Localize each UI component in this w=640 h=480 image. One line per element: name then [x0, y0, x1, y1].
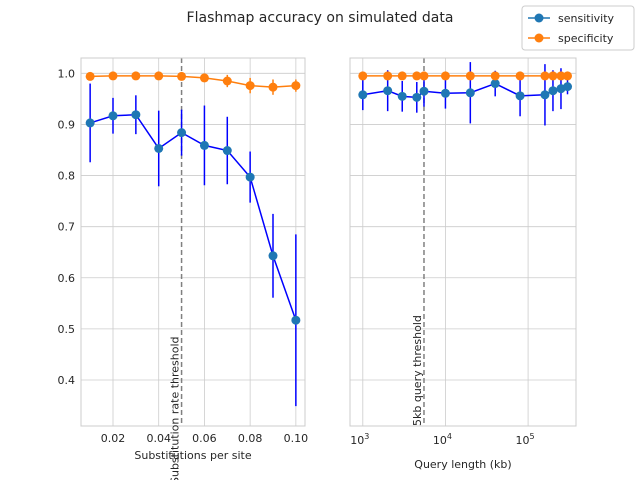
data-point-sensitivity — [358, 90, 368, 100]
legend-label-specificity: specificity — [558, 32, 614, 45]
y-tick-label: 1.0 — [58, 67, 76, 80]
data-point-sensitivity — [563, 82, 573, 92]
series-line-sensitivity — [362, 82, 568, 99]
x-tick-base: 10 — [516, 434, 530, 447]
data-point-specificity — [199, 73, 209, 83]
legend: sensitivity specificity — [521, 5, 635, 51]
data-point-specificity — [563, 71, 573, 81]
y-tick-label: 0.7 — [58, 221, 76, 234]
data-point-specificity — [383, 71, 393, 81]
data-point-specificity — [412, 71, 422, 81]
x-tick-label: 0.04 — [146, 432, 171, 445]
data-point-sensitivity — [199, 140, 209, 150]
data-point-specificity — [108, 71, 118, 81]
series-line-sensitivity — [89, 113, 297, 321]
data-point-sensitivity — [268, 251, 278, 261]
series-line-specificity — [90, 75, 296, 88]
left-panel: 0.4 0.5 0.6 0.7 0.8 0.9 1.0 0.02 0.04 0.06 0.08 0.1… — [58, 57, 309, 480]
threshold-label: 5kb query threshold — [411, 315, 424, 426]
data-point-specificity — [177, 71, 187, 81]
data-point-specificity — [291, 81, 301, 91]
data-point-specificity — [222, 76, 232, 86]
data-point-sensitivity — [291, 315, 301, 325]
x-tick-label: 0.10 — [284, 432, 309, 445]
data-point-specificity — [358, 71, 368, 81]
data-point-specificity — [490, 71, 500, 81]
data-point-sensitivity — [245, 172, 255, 182]
x-tick-base: 10 — [350, 434, 364, 447]
data-point-sensitivity — [177, 128, 187, 138]
data-point-sensitivity — [412, 92, 422, 102]
data-point-sensitivity — [108, 111, 118, 121]
y-tick-label: 0.9 — [58, 118, 76, 131]
data-point-specificity — [548, 71, 558, 81]
y-tick-label: 0.6 — [58, 272, 76, 285]
data-point-specificity — [419, 71, 429, 81]
legend-frame — [521, 5, 635, 51]
x-tick-base: 10 — [433, 434, 447, 447]
data-point-sensitivity — [154, 143, 164, 153]
data-point-sensitivity — [383, 86, 393, 96]
legend-entry-sensitivity: sensitivity — [528, 12, 615, 25]
y-tick-label: 0.5 — [58, 323, 76, 336]
data-point-sensitivity — [440, 88, 450, 98]
data-point-specificity — [85, 71, 95, 81]
data-point-sensitivity — [490, 79, 500, 89]
x-axis-label: Substitutions per site — [134, 449, 251, 462]
data-point-specificity — [154, 71, 164, 81]
data-point-specificity — [245, 81, 255, 91]
axes-frame — [349, 57, 577, 427]
x-tick-label: 0.02 — [101, 432, 126, 445]
legend-entry-specificity: specificity — [528, 32, 614, 45]
x-tick-exponent: 4 — [447, 432, 452, 441]
legend-marker-specificity — [534, 33, 544, 43]
threshold-label: Substitution rate threshold — [169, 336, 182, 480]
x-tick-label: 0.06 — [192, 432, 217, 445]
data-point-specificity — [440, 71, 450, 81]
data-point-specificity — [397, 71, 407, 81]
legend-marker-sensitivity — [534, 13, 544, 23]
data-point-sensitivity — [465, 88, 475, 98]
data-point-specificity — [540, 71, 550, 81]
x-axis-label: Query length (kb) — [414, 458, 511, 471]
x-tick-label: 104 — [433, 432, 452, 447]
data-point-sensitivity — [397, 91, 407, 101]
data-point-sensitivity — [515, 91, 525, 101]
x-tick-label: 103 — [350, 432, 369, 447]
x-tick-label: 105 — [516, 432, 535, 447]
x-tick-exponent: 3 — [364, 432, 369, 441]
axes-frame — [80, 57, 306, 427]
x-tick-label: 0.08 — [238, 432, 263, 445]
data-point-sensitivity — [222, 146, 232, 156]
y-tick-label: 0.4 — [58, 374, 76, 387]
data-point-specificity — [131, 71, 141, 81]
figure-title: Flashmap accuracy on simulated data — [187, 10, 454, 26]
data-point-sensitivity — [419, 86, 429, 96]
data-point-sensitivity — [131, 110, 141, 120]
data-point-specificity — [268, 82, 278, 92]
legend-label-sensitivity: sensitivity — [558, 12, 615, 25]
data-point-sensitivity — [548, 86, 558, 96]
data-point-specificity — [465, 71, 475, 81]
x-tick-exponent: 5 — [530, 432, 535, 441]
y-tick-label: 0.8 — [58, 170, 76, 183]
data-point-sensitivity — [540, 90, 550, 100]
data-point-sensitivity — [85, 118, 95, 128]
data-point-specificity — [515, 71, 525, 81]
data-point-specificity — [556, 71, 566, 81]
